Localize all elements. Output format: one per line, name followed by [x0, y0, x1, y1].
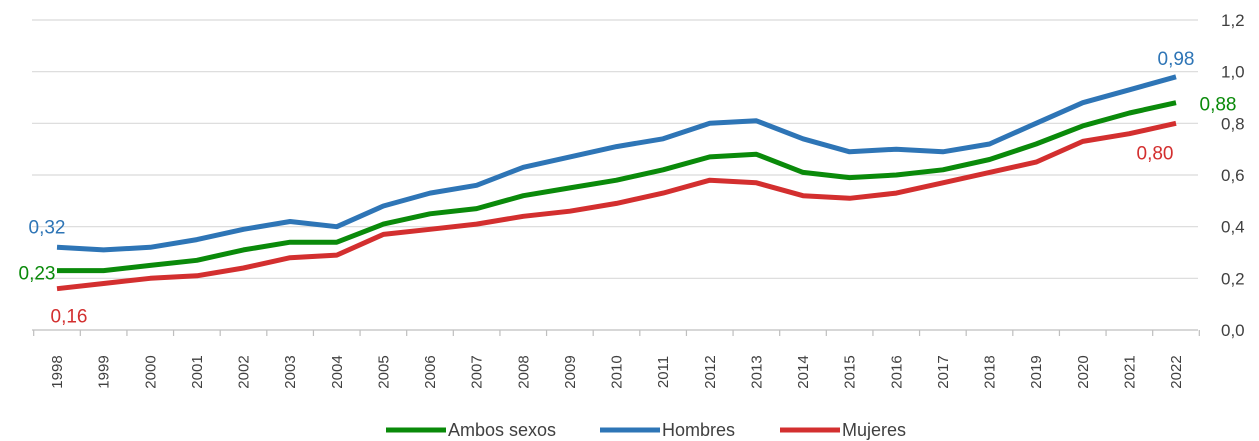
x-tick-label: 2016	[888, 355, 905, 388]
x-tick-label: 2004	[329, 355, 346, 388]
series-line-mujeres	[56, 120, 1177, 292]
x-tick-label: 2010	[609, 355, 626, 388]
y-tick-label: 0,4	[1221, 218, 1245, 237]
y-axis-ticks: 0,0 0,2 0,4 0,6 0,8 1,0 1,2	[1221, 11, 1245, 340]
x-tick-label: 2019	[1028, 355, 1045, 388]
y-tick-label: 0,0	[1221, 321, 1245, 340]
x-tick-label: 2022	[1168, 355, 1185, 388]
legend-label: Mujeres	[842, 420, 906, 440]
x-axis-ticks: 1998 1999 2000 2001 2002 2003 2004 2005 2006 2007…	[49, 355, 1185, 388]
data-label: 0,88	[1200, 95, 1237, 116]
x-tick-label: 2020	[1075, 355, 1092, 388]
x-tick-label: 2007	[469, 355, 486, 388]
x-tick-label: 2021	[1121, 355, 1138, 388]
x-tick-label: 2011	[655, 356, 672, 388]
y-tick-label: 0,8	[1221, 114, 1245, 133]
series-line-ambos-sexos	[57, 100, 1177, 274]
legend-label: Hombres	[662, 420, 735, 440]
y-tick-label: 1,2	[1221, 11, 1245, 30]
x-tick-label: 2008	[515, 355, 532, 388]
x-tick-label: 2001	[189, 355, 206, 388]
x-tick-label: 2005	[375, 355, 392, 388]
data-label: 0,23	[19, 264, 56, 285]
y-tick-label: 1,0	[1221, 63, 1245, 82]
series-lines	[56, 74, 1177, 292]
data-labels: 0,23 0,88 0,32 0,98 0,16 0,80	[19, 49, 1237, 328]
data-label: 0,98	[1158, 49, 1195, 70]
legend-label: Ambos sexos	[448, 420, 556, 440]
x-tick-label: 2017	[935, 355, 952, 388]
data-label: 0,80	[1137, 143, 1174, 164]
x-tick-label: 2006	[422, 355, 439, 388]
data-label: 0,16	[51, 307, 88, 328]
legend: Ambos sexos Hombres Mujeres	[386, 420, 906, 440]
x-tick-label: 2015	[842, 355, 859, 388]
x-tick-label: 1999	[96, 355, 113, 388]
series-line-hombres	[56, 74, 1177, 253]
data-label: 0,32	[29, 217, 66, 238]
gridlines	[32, 19, 1200, 336]
x-tick-label: 2009	[562, 355, 579, 388]
x-tick-label: 2013	[748, 355, 765, 388]
x-tick-label: 2000	[142, 355, 159, 388]
x-tick-label: 2012	[702, 355, 719, 388]
x-tick-label: 2003	[282, 355, 299, 388]
x-tick-label: 2014	[795, 355, 812, 388]
x-tick-label: 2018	[982, 355, 999, 388]
x-tick-label: 2002	[236, 355, 253, 388]
y-tick-label: 0,6	[1221, 166, 1245, 185]
y-tick-label: 0,2	[1221, 269, 1245, 288]
x-tick-label: 1998	[49, 355, 66, 388]
